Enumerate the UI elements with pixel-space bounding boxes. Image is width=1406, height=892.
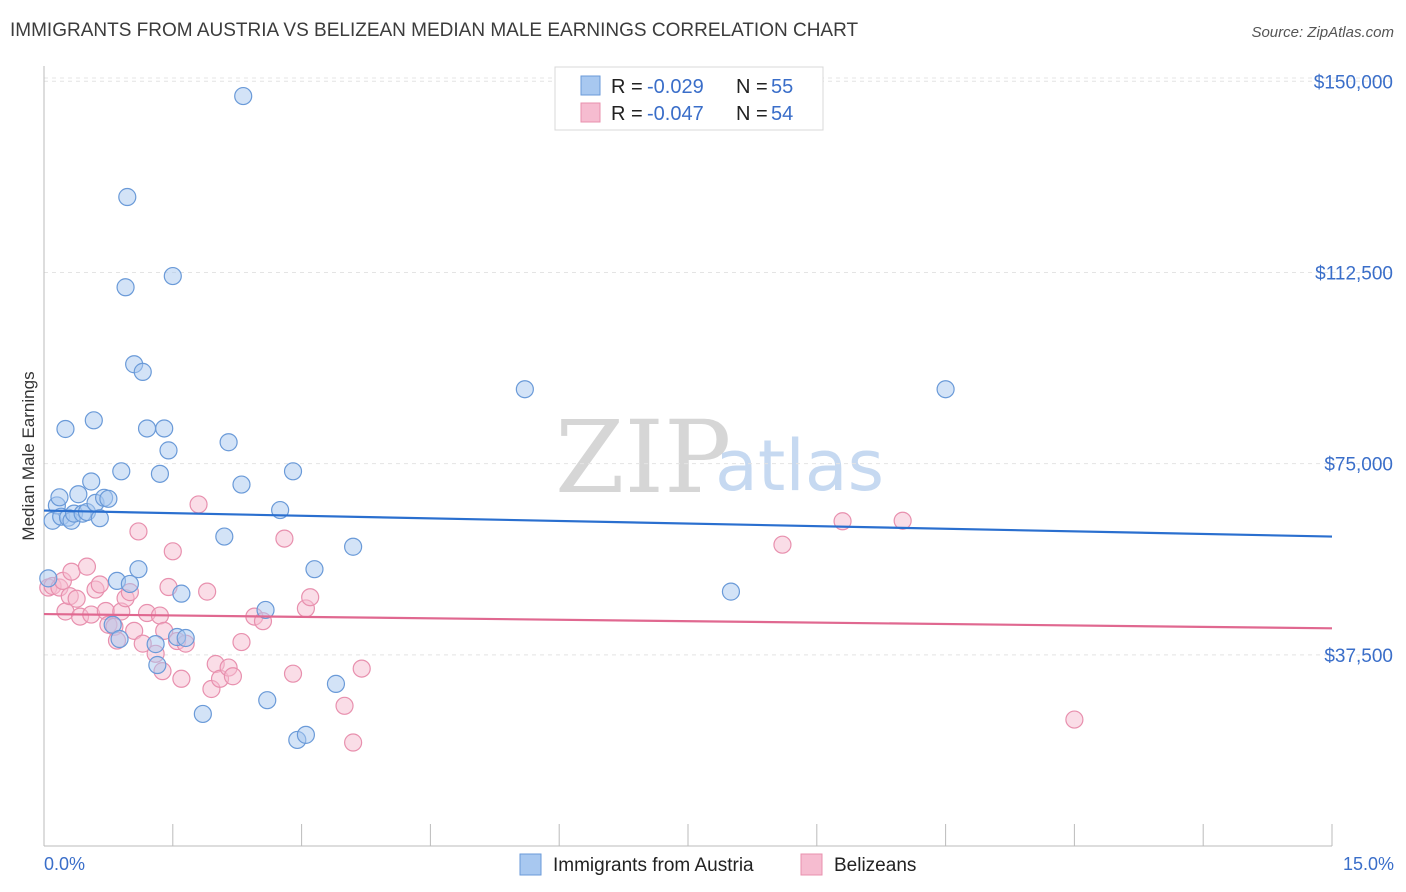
austria-point	[155, 419, 174, 438]
austria-point	[99, 489, 118, 508]
x-tick-labels: 0.0% 15.0%	[44, 854, 1394, 874]
y-tick-label: $75,000	[1324, 455, 1393, 476]
belizeans-point	[125, 621, 144, 640]
series-legend-swatch-austria	[519, 853, 542, 876]
y-tick-label: $150,000	[1314, 72, 1393, 93]
y-tick-label: $37,500	[1324, 646, 1393, 667]
belizeans-point	[223, 667, 243, 686]
austria-point	[56, 419, 75, 439]
austria-point	[219, 433, 238, 452]
austria-point	[232, 475, 251, 494]
watermark: ZIP atlas	[555, 399, 884, 516]
austria-point	[69, 485, 88, 504]
austria-point	[163, 266, 182, 286]
series-legend: Immigrants from Austria Belizeans	[519, 853, 916, 876]
austria-point	[150, 464, 170, 483]
series-immigrants-from-austria	[39, 86, 955, 750]
austria-point	[176, 628, 195, 648]
legend-n-label-austria: N =	[736, 76, 768, 98]
belizeans-point	[275, 529, 294, 548]
belizeans-point	[893, 511, 912, 530]
y-axis-label: Median Male Earnings	[19, 371, 38, 540]
austria-point	[84, 411, 103, 430]
austria-point	[50, 488, 69, 507]
legend-n-label-belize: N =	[736, 103, 768, 125]
y-tick-labels: $37,500 $75,000 $112,500 $150,000	[1314, 72, 1393, 667]
belizeans-point	[163, 542, 182, 561]
austria-point	[172, 584, 191, 603]
belizeans-point	[301, 588, 320, 607]
austria-point	[296, 725, 315, 744]
legend-r-label-austria: R =	[611, 76, 643, 98]
legend-r-value-austria: -0.029	[647, 76, 704, 98]
austria-point	[146, 635, 165, 654]
austria-point	[936, 380, 955, 399]
belizeans-point	[62, 562, 81, 581]
legend-r-label-belize: R =	[611, 103, 643, 125]
austria-point	[118, 187, 137, 207]
austria-point	[721, 582, 741, 601]
belizeans-point	[232, 632, 251, 652]
y-tick-label: $112,500	[1315, 263, 1393, 284]
austria-point	[515, 380, 534, 399]
austria-point	[112, 462, 131, 481]
austria-point	[129, 560, 148, 579]
belizeans-point	[90, 575, 109, 594]
austria-point	[110, 629, 129, 649]
austria-point	[159, 441, 178, 460]
belizeans-point	[189, 495, 208, 514]
axes	[43, 66, 1333, 847]
austria-point	[133, 362, 152, 381]
belizeans-point	[1065, 710, 1084, 729]
belizeans-point	[67, 589, 86, 608]
belizeans-point	[344, 733, 363, 752]
austria-point	[148, 655, 167, 675]
watermark-atlas: atlas	[715, 425, 884, 507]
legend-swatch-belize	[580, 102, 601, 123]
austria-point	[305, 560, 324, 579]
trend-line-belizeans	[43, 612, 1333, 630]
austria-point	[258, 691, 277, 710]
austria-point	[90, 509, 109, 528]
series-legend-swatch-belize	[800, 853, 823, 876]
austria-point	[82, 472, 101, 491]
x-tick-label-max: 15.0%	[1343, 854, 1394, 874]
series-legend-label-austria: Immigrants from Austria	[553, 855, 754, 876]
x-tick-label-min: 0.0%	[44, 854, 85, 874]
belizeans-point	[129, 522, 148, 541]
trend-lines	[43, 509, 1333, 630]
belizeans-point	[283, 664, 303, 683]
belizeans-point	[352, 659, 371, 678]
austria-point	[256, 600, 275, 620]
belizeans-point	[773, 535, 792, 554]
belizeans-point	[335, 696, 354, 715]
belizeans-point	[77, 557, 97, 576]
belizeans-point	[198, 582, 217, 601]
belizeans-point	[172, 669, 191, 688]
austria-point	[234, 86, 253, 106]
watermark-zip: ZIP	[555, 399, 731, 516]
series-legend-label-belize: Belizeans	[834, 855, 916, 876]
austria-point	[215, 527, 234, 546]
austria-point	[283, 462, 303, 481]
austria-point	[116, 278, 135, 297]
austria-point	[39, 569, 58, 588]
gridlines	[44, 77, 1394, 656]
chart-source: Source: ZipAtlas.com	[1251, 24, 1394, 41]
austria-point	[137, 419, 157, 438]
trend-line-austria	[43, 509, 1333, 538]
legend-n-value-austria: 55	[771, 76, 793, 98]
austria-point	[193, 704, 212, 724]
correlation-legend: R = -0.029 N = 55 R = -0.047 N = 54	[554, 66, 824, 131]
legend-n-value-belize: 54	[771, 103, 793, 125]
chart-title: IMMIGRANTS FROM AUSTRIA VS BELIZEAN MEDI…	[10, 20, 859, 41]
legend-r-value-belize: -0.047	[647, 103, 704, 125]
austria-point	[326, 674, 346, 693]
austria-point	[344, 537, 363, 556]
austria-point	[120, 574, 139, 594]
legend-swatch-austria	[580, 75, 601, 96]
